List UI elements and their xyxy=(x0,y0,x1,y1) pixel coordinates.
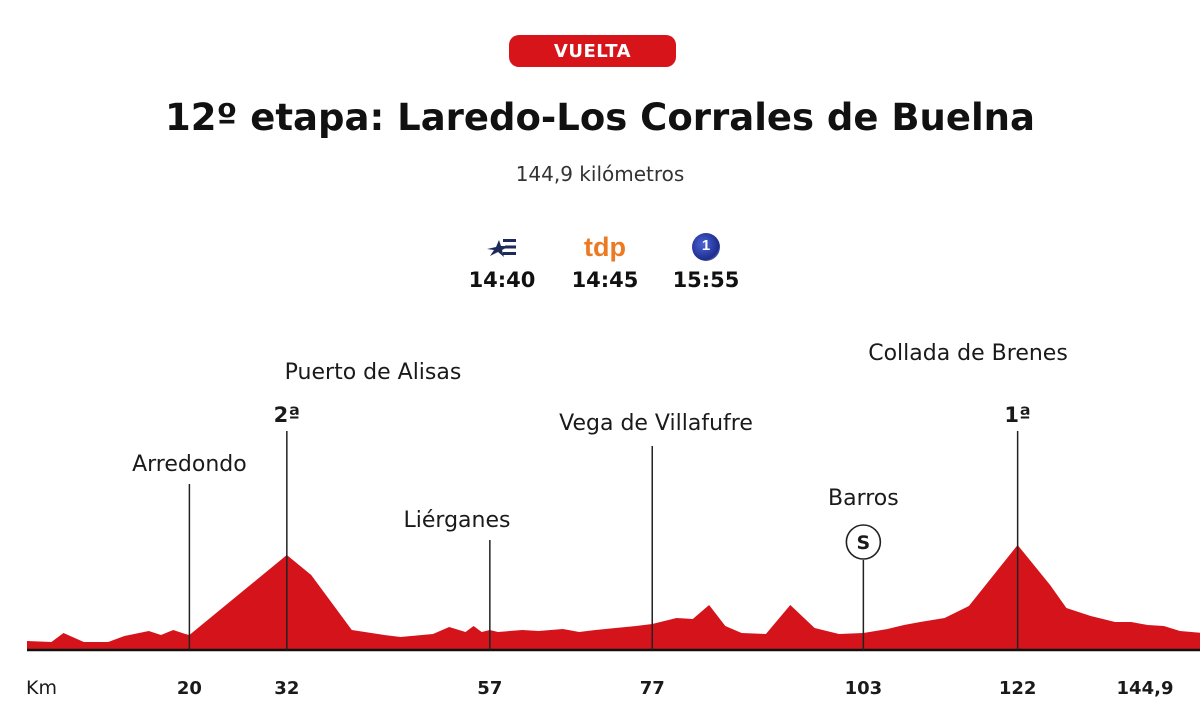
broadcast-time: 14:40 xyxy=(468,268,536,292)
x-tick-label: 144,9 xyxy=(1117,678,1174,699)
marker-label: Arredondo xyxy=(132,452,247,477)
stage-distance: 144,9 kilómetros xyxy=(515,162,685,186)
eurosport-logo-icon xyxy=(457,232,547,262)
x-tick-label: 122 xyxy=(999,678,1037,699)
race-badge: VUELTA xyxy=(509,35,676,67)
broadcaster-eurosport: 14:40 xyxy=(457,232,547,292)
broadcaster-tdp: tdp 14:45 xyxy=(560,232,650,292)
marker-label: Barros xyxy=(828,486,899,511)
climb-category: 1ª xyxy=(1004,403,1030,427)
sprint-icon xyxy=(845,524,882,560)
stage-title: 12º etapa: Laredo-Los Corrales de Buelna xyxy=(165,96,1035,139)
tdp-logo-icon: tdp xyxy=(560,232,650,262)
marker-label: Collada de Brenes xyxy=(868,341,1068,366)
broadcaster-la1: 1 15:55 xyxy=(661,232,751,292)
broadcast-time: 14:45 xyxy=(571,268,639,292)
sprint-label: S xyxy=(857,532,871,554)
climb-category: 2ª xyxy=(274,403,300,427)
la1-logo-text: 1 xyxy=(701,237,711,254)
marker-label: Puerto de Alisas xyxy=(285,360,462,385)
x-tick-label: 20 xyxy=(177,678,202,699)
x-tick-label: 77 xyxy=(640,678,665,699)
marker-label: Liérganes xyxy=(404,508,511,533)
tdp-logo-text: tdp xyxy=(584,231,626,262)
x-axis-label: Km xyxy=(26,677,57,699)
marker-label: Vega de Villafufre xyxy=(559,411,753,436)
broadcast-time: 15:55 xyxy=(672,268,740,292)
la1-logo-icon: 1 xyxy=(661,232,751,262)
elevation-profile-area xyxy=(27,545,1200,650)
x-tick-label: 57 xyxy=(477,678,502,699)
x-tick-label: 32 xyxy=(274,678,299,699)
x-tick-label: 103 xyxy=(845,678,883,699)
